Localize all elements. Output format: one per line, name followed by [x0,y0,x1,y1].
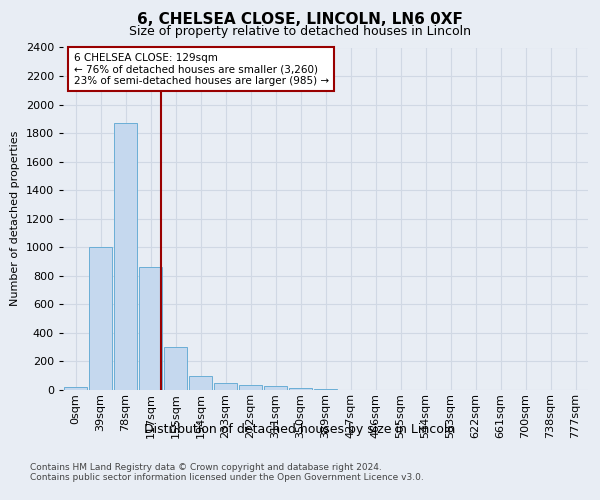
Text: 6 CHELSEA CLOSE: 129sqm
← 76% of detached houses are smaller (3,260)
23% of semi: 6 CHELSEA CLOSE: 129sqm ← 76% of detache… [74,52,329,86]
Bar [239,385,262,390]
Bar [114,123,137,390]
Bar [164,347,187,390]
Bar [139,266,162,390]
Bar [264,386,287,390]
Text: Size of property relative to detached houses in Lincoln: Size of property relative to detached ho… [129,25,471,38]
Bar [214,383,237,390]
Text: 6, CHELSEA CLOSE, LINCOLN, LN6 0XF: 6, CHELSEA CLOSE, LINCOLN, LN6 0XF [137,12,463,28]
Bar [89,246,112,390]
Text: Distribution of detached houses by size in Lincoln: Distribution of detached houses by size … [145,422,455,436]
Bar [289,388,312,390]
Y-axis label: Number of detached properties: Number of detached properties [10,131,20,306]
Text: Contains public sector information licensed under the Open Government Licence v3: Contains public sector information licen… [30,472,424,482]
Text: Contains HM Land Registry data © Crown copyright and database right 2024.: Contains HM Land Registry data © Crown c… [30,462,382,471]
Bar [189,376,212,390]
Bar [64,387,87,390]
